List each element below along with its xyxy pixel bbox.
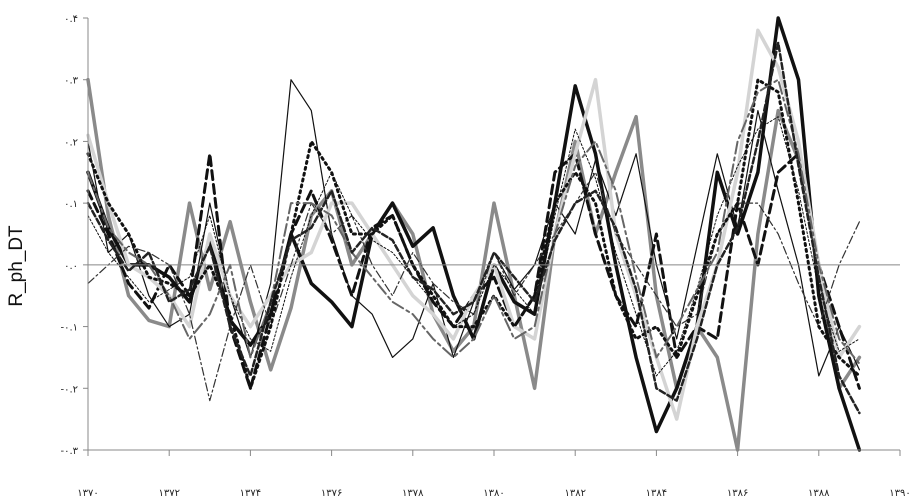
- x-tick-label: ۱۳۹۰: [889, 488, 910, 499]
- y-tick-label: ۰.۴: [64, 14, 78, 25]
- x-tick-label: ۱۳۸۴: [646, 488, 667, 499]
- x-tick-label: ۱۳۸۰: [483, 488, 504, 499]
- plot-area: [86, 16, 862, 452]
- y-ticks: -۰.۳ -۰.۲ -۰.۱ ۰.۰ ۰.۱ ۰.۲ ۰.۳ ۰.۴: [60, 14, 88, 457]
- x-tick-label: ۱۳۷۰: [77, 488, 98, 499]
- y-tick-label: ۰.۱: [64, 199, 78, 210]
- y-tick-label: ۰.۳: [64, 76, 79, 87]
- x-tick-label: ۱۳۸۶: [727, 488, 748, 499]
- x-tick-label: ۱۳۷۶: [321, 488, 342, 499]
- x-ticks: ۱۳۷۰ ۱۳۷۲ ۱۳۷۴ ۱۳۷۶ ۱۳۷۸ ۱۳۸۰ ۱۳۸۲ ۱۳۸۴ ۱۳۸۶ ۱۳۸۸…: [77, 450, 911, 499]
- series-line-10: [86, 41, 861, 415]
- y-tick-label: -۰.۱: [60, 323, 78, 334]
- y-tick-label: ۰.۰: [64, 261, 78, 272]
- x-tick-label: ۱۳۸۲: [564, 488, 585, 499]
- y-tick-label: -۰.۳: [60, 446, 78, 457]
- series-line-9: [87, 78, 861, 365]
- x-tick-label: ۱۳۷۲: [158, 488, 179, 499]
- x-tick-label: ۱۳۸۸: [808, 488, 830, 499]
- series-line-5: [86, 28, 862, 421]
- y-tick-label: ۰.۲: [64, 137, 78, 148]
- series-line-7: [86, 78, 861, 390]
- y-tick-label: -۰.۲: [60, 384, 78, 395]
- y-axis-label: R_ph_DT: [6, 225, 27, 307]
- x-tick-label: ۱۳۷۴: [240, 488, 261, 499]
- x-tick-label: ۱۳۷۸: [402, 488, 424, 499]
